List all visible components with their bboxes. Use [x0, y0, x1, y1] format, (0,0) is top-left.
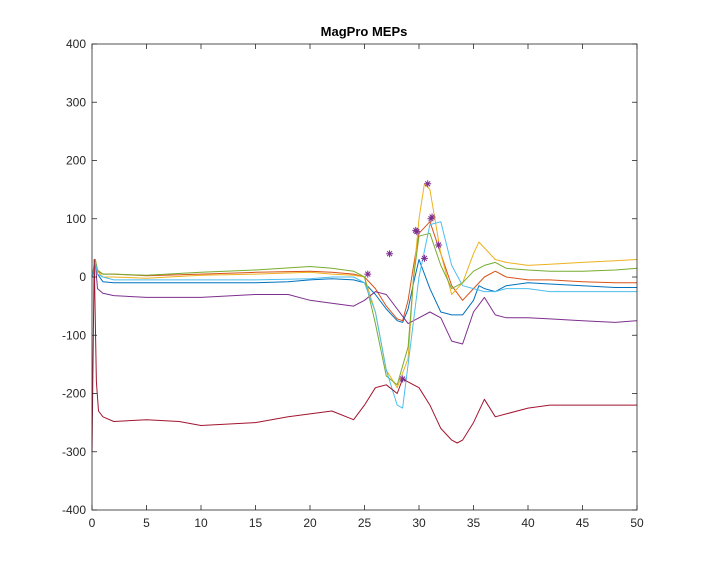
series-line-4 — [91, 261, 638, 345]
series-line-5 — [91, 232, 638, 386]
chart-title: MagPro MEPs — [321, 24, 408, 39]
y-tick-label: -200 — [62, 387, 86, 401]
y-tick-label: 300 — [66, 95, 86, 109]
peak-marker — [420, 254, 428, 262]
x-axis: 0 5 10 15 20 25 30 35 40 45 50 — [89, 44, 644, 530]
y-tick-label: 100 — [66, 212, 86, 226]
peak-marker — [428, 213, 436, 221]
series-layer — [91, 183, 638, 452]
peak-marker — [435, 241, 443, 249]
series-line-1 — [91, 259, 637, 323]
y-tick-label: -300 — [62, 445, 86, 459]
x-tick-label: 20 — [303, 516, 317, 530]
y-tick-label: 400 — [66, 37, 86, 51]
peak-marker — [386, 250, 394, 258]
x-tick-label: 45 — [576, 516, 590, 530]
x-tick-label: 15 — [249, 516, 263, 530]
x-tick-label: 40 — [521, 516, 535, 530]
series-line-2 — [91, 221, 637, 322]
series-line-6 — [91, 221, 637, 409]
peak-marker — [364, 270, 372, 278]
y-tick-label: 0 — [79, 270, 86, 284]
series-line-7 — [91, 259, 637, 452]
x-tick-label: 25 — [358, 516, 372, 530]
peak-marker — [424, 180, 432, 188]
x-tick-label: 30 — [412, 516, 426, 530]
x-tick-label: 10 — [194, 516, 208, 530]
y-tick-label: -100 — [62, 328, 86, 342]
y-tick-label: 200 — [66, 154, 86, 168]
x-tick-label: 0 — [89, 516, 96, 530]
x-tick-label: 50 — [630, 516, 644, 530]
y-tick-label: -400 — [62, 503, 86, 517]
peak-marker — [399, 375, 407, 383]
peak-marker — [413, 228, 421, 236]
x-tick-label: 5 — [143, 516, 150, 530]
peak-markers — [364, 180, 443, 383]
x-tick-label: 35 — [467, 516, 481, 530]
y-axis: -400 -300 -200 -100 0 100 200 300 400 — [62, 37, 637, 517]
